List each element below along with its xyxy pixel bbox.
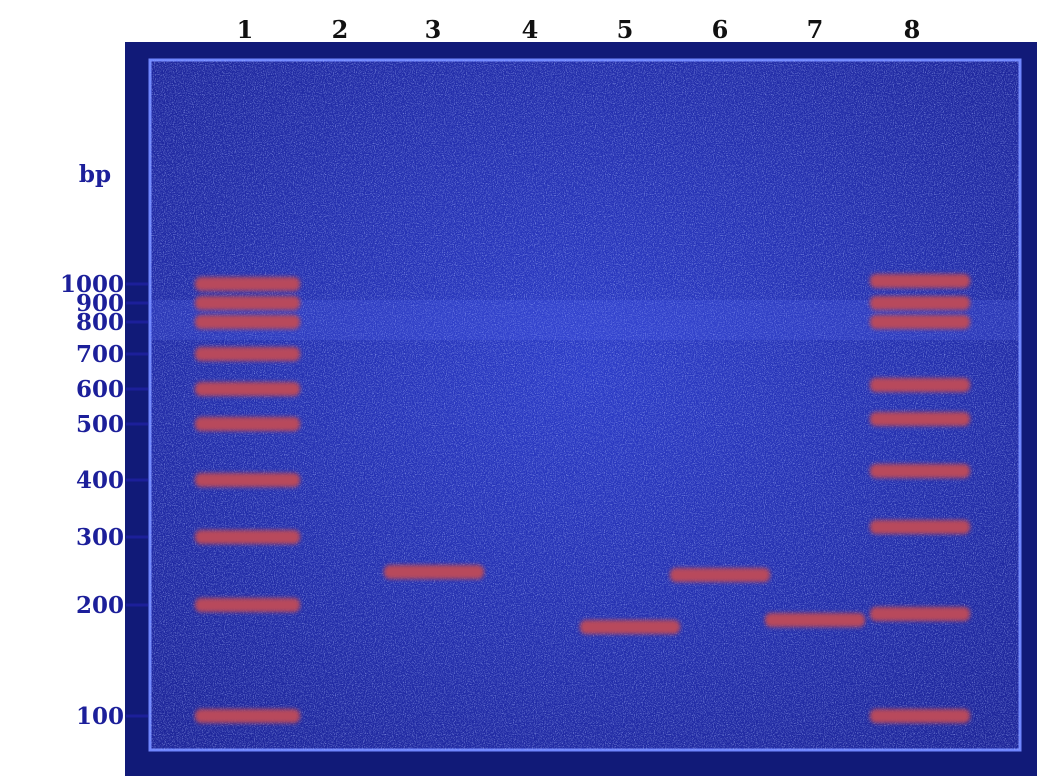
marker-label: 500 <box>76 411 124 438</box>
band <box>580 620 680 634</box>
gel-texture <box>150 60 1020 750</box>
band <box>870 296 970 310</box>
band <box>195 315 300 329</box>
band <box>195 277 300 291</box>
marker-label: 600 <box>76 376 124 403</box>
lane-label: 6 <box>712 15 729 44</box>
band <box>870 274 970 288</box>
marker-label: 200 <box>76 592 124 619</box>
band <box>384 565 484 579</box>
band <box>870 464 970 478</box>
band <box>870 412 970 426</box>
unit-label: bp <box>79 161 111 188</box>
lane-label: 2 <box>332 15 349 44</box>
band <box>870 709 970 723</box>
lane-label: 3 <box>425 15 442 44</box>
band <box>195 382 300 396</box>
band <box>195 530 300 544</box>
band <box>195 347 300 361</box>
band <box>195 417 300 431</box>
lane-label: 8 <box>904 15 921 44</box>
gel-image: bp 1234567810009008007006005004003002001… <box>0 0 1037 776</box>
band <box>870 607 970 621</box>
band <box>870 315 970 329</box>
band <box>195 473 300 487</box>
band <box>765 613 865 627</box>
lane-label: 1 <box>237 15 254 44</box>
marker-label: 300 <box>76 524 124 551</box>
marker-label: 800 <box>76 309 124 336</box>
band <box>670 568 770 582</box>
marker-label: 400 <box>76 467 124 494</box>
marker-label: 100 <box>76 703 124 730</box>
band <box>195 296 300 310</box>
band <box>195 598 300 612</box>
lane-label: 5 <box>617 15 634 44</box>
band <box>195 709 300 723</box>
marker-label: 700 <box>76 341 124 368</box>
band <box>870 378 970 392</box>
lane-label: 4 <box>522 15 539 44</box>
lane-label: 7 <box>807 15 824 44</box>
band <box>870 520 970 534</box>
